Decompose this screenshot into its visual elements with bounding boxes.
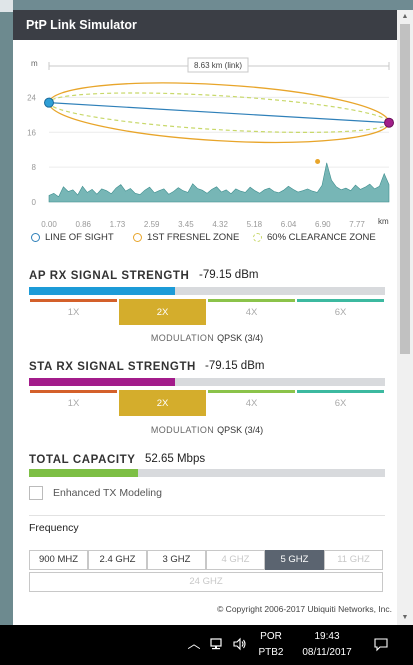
y-tick-label: 8	[32, 163, 37, 172]
sta-modulation-value: QPSK (3/4)	[217, 425, 264, 435]
clock-date: 08/11/2017	[302, 647, 352, 658]
ap-modulation-4x: 4X	[208, 299, 295, 325]
y-tick-label: 16	[27, 128, 36, 137]
capacity-title: TOTAL CAPACITY	[29, 454, 136, 466]
sta-signal-bar-fill	[29, 378, 175, 386]
notification-icon[interactable]	[373, 636, 389, 652]
legend-line-of-sight-label: LINE OF SIGHT	[45, 232, 114, 243]
panel-title: PtP Link Simulator	[13, 10, 397, 40]
x-tick-label: 0.00	[41, 220, 57, 229]
frequency-option-5-ghz[interactable]: 5 GHZ	[265, 550, 324, 570]
x-tick-label: 4.32	[212, 220, 228, 229]
chart-legend: LINE OF SIGHT 1ST FRESNEL ZONE 60% CLEAR…	[31, 232, 391, 248]
taskbar-clock[interactable]: 19:43 08/11/2017	[292, 629, 362, 661]
x-tick-label: 1.73	[110, 220, 126, 229]
sta-modulation-2x: 2X	[119, 390, 206, 416]
x-tick-label: 2.59	[144, 220, 160, 229]
scroll-up-arrow-icon[interactable]: ▲	[401, 13, 409, 20]
clock-time: 19:43	[314, 631, 340, 642]
windows-taskbar: ︿ POR PTB2 19:43 08/11/2017	[0, 625, 413, 665]
x-tick-label: 6.90	[315, 220, 331, 229]
sta-modulation-label: MODULATION QPSK (3/4)	[29, 425, 385, 435]
sta-modulation-1x: 1X	[30, 390, 117, 416]
y-tick-label: 0	[32, 198, 37, 207]
ap-modulation-label: MODULATION QPSK (3/4)	[29, 333, 385, 343]
frequency-option-4-ghz[interactable]: 4 GHZ	[206, 550, 265, 570]
chevron-up-icon[interactable]: ︿	[187, 636, 201, 651]
ap-modulation-2x: 2X	[119, 299, 206, 325]
y-axis-unit: m	[31, 59, 38, 68]
x-tick-label: 7.77	[349, 220, 365, 229]
language-code: POR	[260, 631, 282, 642]
x-axis-unit: km	[378, 217, 389, 226]
frequency-option-900-mhz[interactable]: 900 MHZ	[29, 550, 88, 570]
sta-signal-value: -79.15 dBm	[205, 360, 265, 372]
x-tick-label: 0.86	[75, 220, 91, 229]
clearance-zone-legend-icon	[253, 233, 262, 242]
ap-modulation-caption: MODULATION	[150, 333, 215, 343]
capacity-bar	[29, 469, 385, 477]
legend-fresnel-zone-label: 1ST FRESNEL ZONE	[147, 232, 240, 243]
frequency-title: Frequency	[29, 522, 79, 534]
map-background	[0, 0, 13, 625]
ptp-link-simulator-panel: PtP Link Simulator 24 16 8 0 m 8.63 km (link)…	[13, 10, 397, 625]
ap-signal-bar	[29, 287, 385, 295]
terrain-profile-area	[48, 162, 390, 203]
divider	[29, 515, 385, 516]
legend-fresnel-zone: 1ST FRESNEL ZONE	[133, 232, 239, 243]
frequency-option-11-ghz[interactable]: 11 GHZ	[324, 550, 383, 570]
ap-endpoint-dot	[44, 97, 54, 108]
frequency-option-3-ghz[interactable]: 3 GHZ	[147, 550, 206, 570]
ap-modulation-6x: 6X	[297, 299, 384, 325]
sta-modulation-caption: MODULATION	[150, 425, 215, 435]
enhanced-tx-checkbox[interactable]	[29, 486, 43, 500]
sta-modulation-scale: 1X 2X 4X 6X	[29, 390, 385, 420]
x-tick-label: 3.45	[178, 220, 194, 229]
ap-modulation-1x: 1X	[30, 299, 117, 325]
link-distance-label: 8.63 km (link)	[194, 61, 242, 70]
keyboard-layout: PTB2	[258, 647, 284, 658]
sta-modulation-6x: 6X	[297, 390, 384, 416]
sta-modulation-4x: 4X	[208, 390, 295, 416]
panel-scrollbar[interactable]: ▲ ▼	[397, 10, 413, 625]
legend-clearance-zone-label: 60% CLEARANCE ZONE	[267, 232, 376, 243]
ap-modulation-scale: 1X 2X 4X 6X	[29, 299, 385, 329]
fresnel-zone-legend-icon	[133, 233, 142, 242]
scroll-down-arrow-icon[interactable]: ▼	[401, 614, 409, 621]
profile-svg: 24 16 8 0 m 8.63 km (link) 0.00 0.86 1.73 2.59 3.4…	[27, 57, 394, 229]
sta-signal-bar	[29, 378, 385, 386]
legend-clearance-zone: 60% CLEARANCE ZONE	[253, 232, 376, 243]
ap-signal-title: AP RX SIGNAL STRENGTH	[29, 270, 190, 282]
ap-modulation-value: QPSK (3/4)	[217, 333, 264, 343]
y-tick-label: 24	[27, 93, 36, 102]
sta-signal-title: STA RX SIGNAL STRENGTH	[29, 361, 196, 373]
legend-line-of-sight: LINE OF SIGHT	[31, 232, 114, 243]
link-label-box	[187, 57, 249, 73]
obstruction-marker	[315, 158, 321, 164]
line-of-sight-legend-icon	[31, 233, 40, 242]
ap-signal-bar-fill	[29, 287, 175, 295]
network-icon[interactable]	[209, 636, 225, 652]
x-tick-label: 5.18	[247, 220, 263, 229]
line-of-sight	[48, 102, 390, 124]
capacity-value: 52.65 Mbps	[145, 453, 206, 465]
sta-endpoint-dot	[384, 117, 394, 128]
scroll-thumb[interactable]	[400, 24, 410, 354]
x-tick-label: 6.04	[281, 220, 297, 229]
enhanced-tx-label[interactable]: Enhanced TX Modeling	[53, 487, 162, 499]
frequency-option-24-ghz[interactable]: 24 GHZ	[29, 572, 383, 592]
capacity-bar-fill	[29, 469, 138, 477]
copyright-text: © Copyright 2006-2017 Ubiquiti Networks,…	[217, 604, 392, 614]
ap-signal-value: -79.15 dBm	[199, 269, 259, 281]
language-indicator[interactable]: POR PTB2	[257, 629, 285, 661]
elevation-profile-chart: 24 16 8 0 m 8.63 km (link) 0.00 0.86 1.73 2.59 3.4…	[13, 52, 397, 232]
frequency-option-2-4-ghz[interactable]: 2.4 GHZ	[88, 550, 147, 570]
volume-icon[interactable]	[232, 636, 248, 652]
